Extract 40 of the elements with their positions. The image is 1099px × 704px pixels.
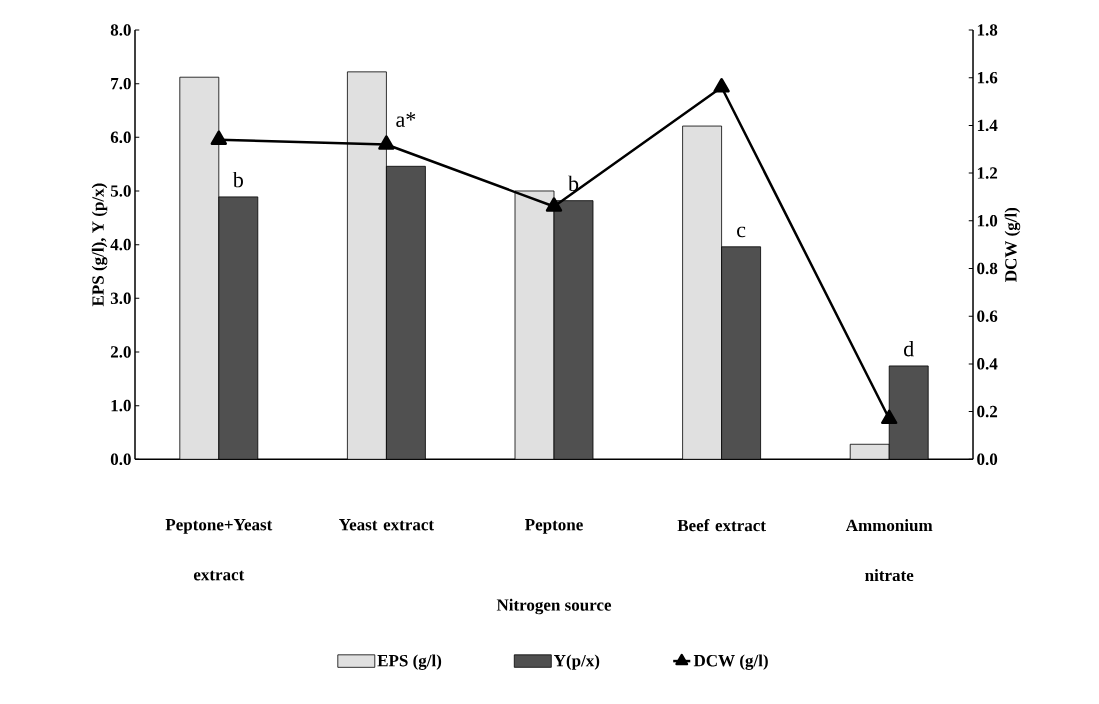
legend-label: DCW (g/l) [693, 654, 768, 670]
y-axis-title: EPS (g/l), Y (p/x) [91, 183, 108, 307]
x-tick-label: Yeast extract [339, 519, 434, 531]
y-tick-label: 6.0 [110, 131, 131, 144]
y2-tick-label: 1.4 [977, 119, 998, 132]
y2-tick-label: 0.0 [977, 453, 998, 466]
y-tick-label: 5.0 [110, 185, 131, 197]
annotation: a* [396, 112, 416, 127]
y-tick-label: 8.0 [110, 24, 131, 36]
y-tick-label: 0.0 [110, 453, 131, 466]
point [881, 409, 898, 425]
point [210, 130, 227, 145]
point [713, 77, 730, 93]
y-tick-label: 4.0 [110, 238, 131, 251]
legend-label: EPS (g/l) [377, 654, 442, 670]
y2-tick-label: 1.6 [977, 71, 998, 84]
annotation: b [232, 171, 243, 188]
x-axis-title: Nitrogen source [496, 598, 612, 615]
y-tick-label: 1.0 [111, 399, 131, 412]
x-tick-label: Peptone [525, 519, 583, 534]
category-label: Ammonium nitrate [845, 519, 933, 582]
y2-axis-title: DCW (g/l) [1004, 207, 1021, 282]
y-tick-label: 3.0 [110, 292, 131, 305]
y2-tick-label: 0.6 [977, 310, 998, 322]
y2-tick-label: 0.8 [977, 262, 998, 275]
y2-tick-label: 1.0 [977, 215, 998, 227]
annotation: d [904, 340, 914, 357]
legend-label: Y(p/x) [553, 654, 600, 670]
y2-tick-label: 1.8 [977, 24, 998, 36]
point [378, 135, 395, 150]
y-tick-label: 2.0 [110, 346, 131, 358]
annotation: c [737, 226, 746, 238]
y2-tick-label: 0.4 [977, 358, 998, 370]
category-label: Peptone+Yeast extract [165, 519, 273, 581]
point [545, 197, 563, 212]
x-tick-label: Beef extract [677, 519, 766, 532]
annotation: b [568, 175, 579, 192]
y-tick-label: 7.0 [111, 77, 131, 90]
y2-tick-label: 0.2 [977, 405, 998, 418]
y2-tick-label: 1.2 [977, 167, 998, 179]
